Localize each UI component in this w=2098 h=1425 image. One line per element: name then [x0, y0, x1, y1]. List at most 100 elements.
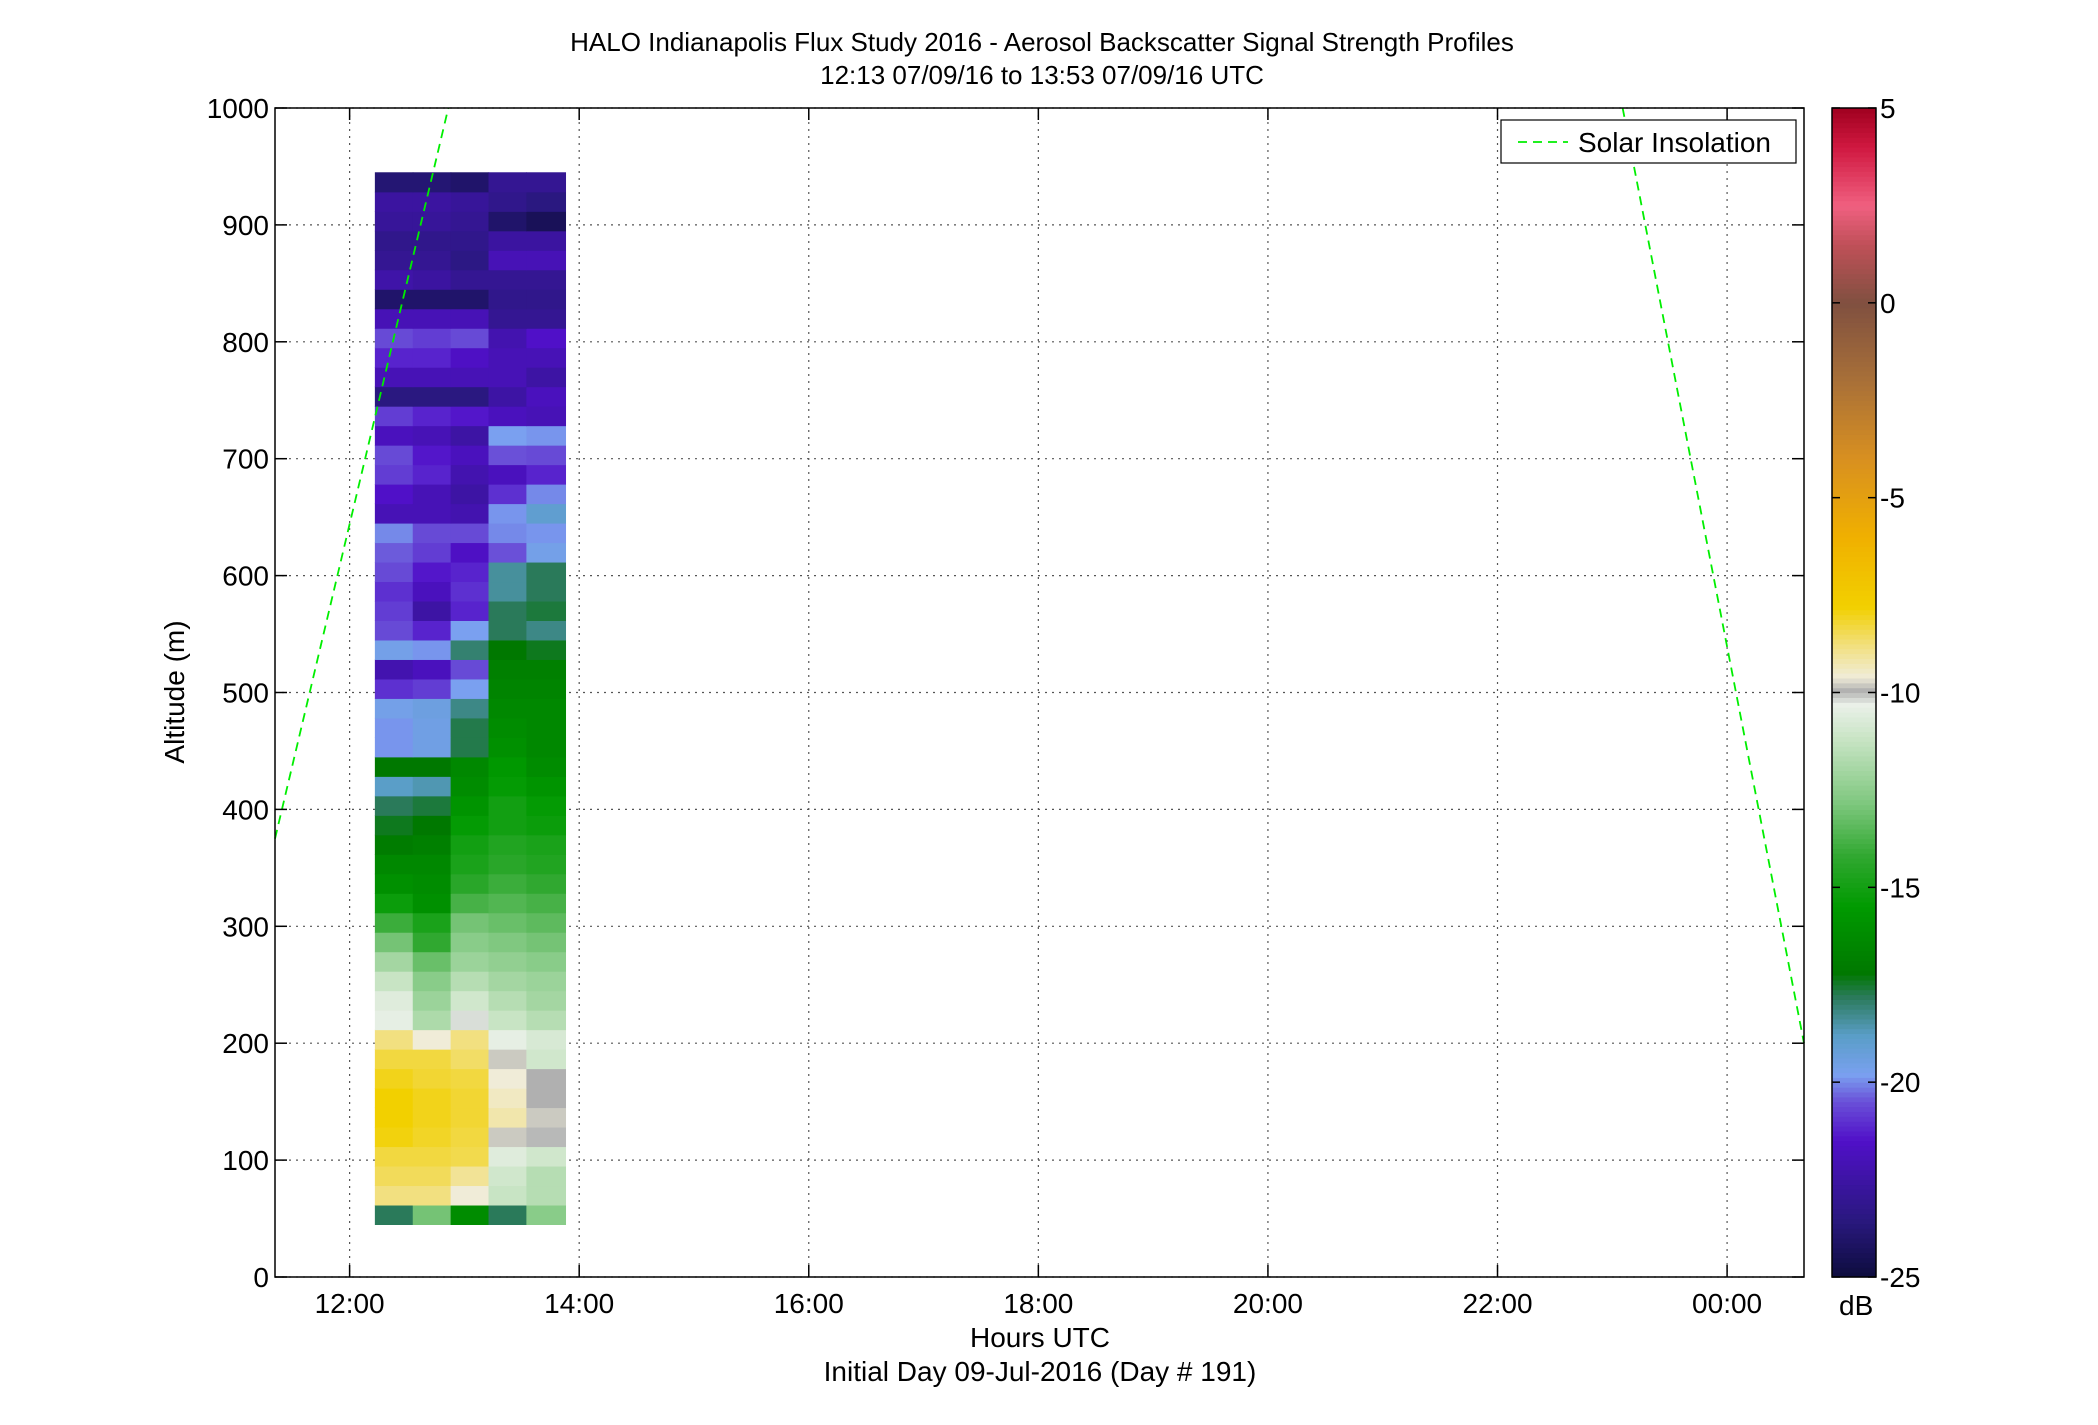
colorbar-strip [1832, 385, 1876, 392]
colorbar-strip [1832, 356, 1876, 362]
heatmap-cell [488, 600, 527, 621]
colorbar-strip [1832, 327, 1876, 333]
heatmap-cell [450, 932, 490, 953]
colorbar-strip [1832, 1077, 1876, 1083]
heatmap-cell [450, 737, 490, 758]
heatmap-cell [488, 971, 527, 992]
colorbar-strip [1832, 405, 1876, 411]
colorbar-strip [1832, 1013, 1876, 1020]
colorbar-strip [1832, 297, 1876, 304]
heatmap-cell [488, 308, 527, 329]
legend-label-solar-insolation: Solar Insolation [1578, 127, 1771, 158]
heatmap-cell [412, 990, 452, 1011]
heatmap-cell [412, 289, 452, 310]
colorbar-strip [1832, 1101, 1876, 1108]
heatmap-cell [488, 191, 527, 212]
colorbar-strip [1832, 346, 1876, 353]
colorbar-strip [1832, 210, 1876, 216]
colorbar-strip [1832, 814, 1876, 820]
heatmap-cell [526, 347, 567, 368]
y-tick-label: 600 [222, 561, 269, 592]
colorbar-strip [1832, 1009, 1876, 1015]
colorbar-strip [1832, 1252, 1876, 1259]
heatmap-cell [488, 678, 527, 699]
colorbar-strip [1832, 156, 1876, 163]
colorbar-strip [1832, 755, 1876, 762]
colorbar-strip [1832, 1213, 1876, 1220]
colorbar-strip [1832, 819, 1876, 825]
heatmap-cell [526, 971, 567, 992]
colorbar-strip [1832, 580, 1876, 586]
colorbar-strip [1832, 843, 1876, 849]
heatmap-cell [526, 211, 567, 232]
colorbar-tick-label: -25 [1880, 1262, 1920, 1293]
heatmap-cell [450, 1029, 490, 1050]
colorbar-strip [1832, 1208, 1876, 1215]
colorbar-strip [1832, 268, 1876, 275]
colorbar-strip [1832, 224, 1876, 231]
heatmap-cell [450, 503, 490, 524]
colorbar-strip [1832, 804, 1876, 810]
heatmap-cell [374, 211, 414, 232]
heatmap-cell [412, 308, 452, 329]
heatmap-cell [450, 367, 490, 388]
colorbar-strip [1832, 673, 1876, 679]
colorbar-strip [1832, 1174, 1876, 1181]
x-tick-label: 18:00 [1003, 1288, 1073, 1319]
heatmap-cell [450, 1049, 490, 1070]
heatmap-cell [374, 620, 414, 641]
heatmap-cell [450, 639, 490, 660]
grid-lines [275, 107, 1804, 1278]
heatmap-cell [412, 328, 452, 349]
colorbar-unit-label: dB [1839, 1290, 1873, 1321]
heatmap-cell [526, 795, 567, 816]
heatmap-cell [526, 191, 567, 212]
colorbar-strip [1832, 400, 1876, 406]
colorbar-strip [1832, 906, 1876, 913]
heatmap-cell [488, 756, 527, 777]
colorbar-strip [1832, 371, 1876, 377]
colorbar-strip [1832, 200, 1876, 207]
colorbar-strip [1832, 1233, 1876, 1239]
colorbar-ticks: 5 0 -5 -10 -15 -20 -25 [1832, 93, 1920, 1293]
heatmap-cell [450, 600, 490, 621]
heatmap-cell [374, 971, 414, 992]
colorbar-strip [1832, 1267, 1876, 1273]
colorbar-strip [1832, 380, 1876, 387]
heatmap-cell [412, 250, 452, 271]
colorbar-strip [1832, 780, 1876, 786]
heatmap-cell [374, 1029, 414, 1050]
colorbar-strip [1832, 604, 1876, 611]
y-axis-ticks: 0 100 200 300 400 500 600 700 800 900 1000 [207, 93, 1804, 1293]
heatmap-cell [412, 756, 452, 777]
heatmap-cell [488, 367, 527, 388]
y-tick-label: 800 [222, 327, 269, 358]
colorbar-strip [1832, 979, 1876, 986]
colorbar-strip [1832, 1135, 1876, 1142]
colorbar-strip [1832, 707, 1876, 713]
colorbar-gradient [1832, 108, 1876, 1278]
colorbar-strip [1832, 877, 1876, 884]
x-axis-ticks: 12:00 14:00 16:00 18:00 20:00 22:00 00:00 [315, 108, 1762, 1319]
colorbar-strip [1832, 312, 1876, 319]
heatmap-cell [374, 756, 414, 777]
colorbar-strip [1832, 302, 1876, 309]
colorbar-strip [1832, 1169, 1876, 1176]
colorbar-strip [1832, 278, 1876, 284]
heatmap-cell [374, 347, 414, 368]
heatmap-cell [412, 484, 452, 505]
heatmap-cells [374, 172, 567, 1225]
colorbar-strip [1832, 258, 1876, 265]
heatmap-cell [374, 542, 414, 563]
colorbar-strip [1832, 1194, 1876, 1200]
heatmap-cell [450, 172, 490, 193]
colorbar-strip [1832, 234, 1876, 241]
heatmap-cell [374, 464, 414, 485]
heatmap-cell [412, 834, 452, 855]
colorbar-strip [1832, 975, 1876, 981]
colorbar-strip [1832, 1062, 1876, 1069]
colorbar-strip [1832, 229, 1876, 236]
heatmap-cell [488, 1126, 527, 1148]
heatmap-cell [526, 542, 567, 563]
